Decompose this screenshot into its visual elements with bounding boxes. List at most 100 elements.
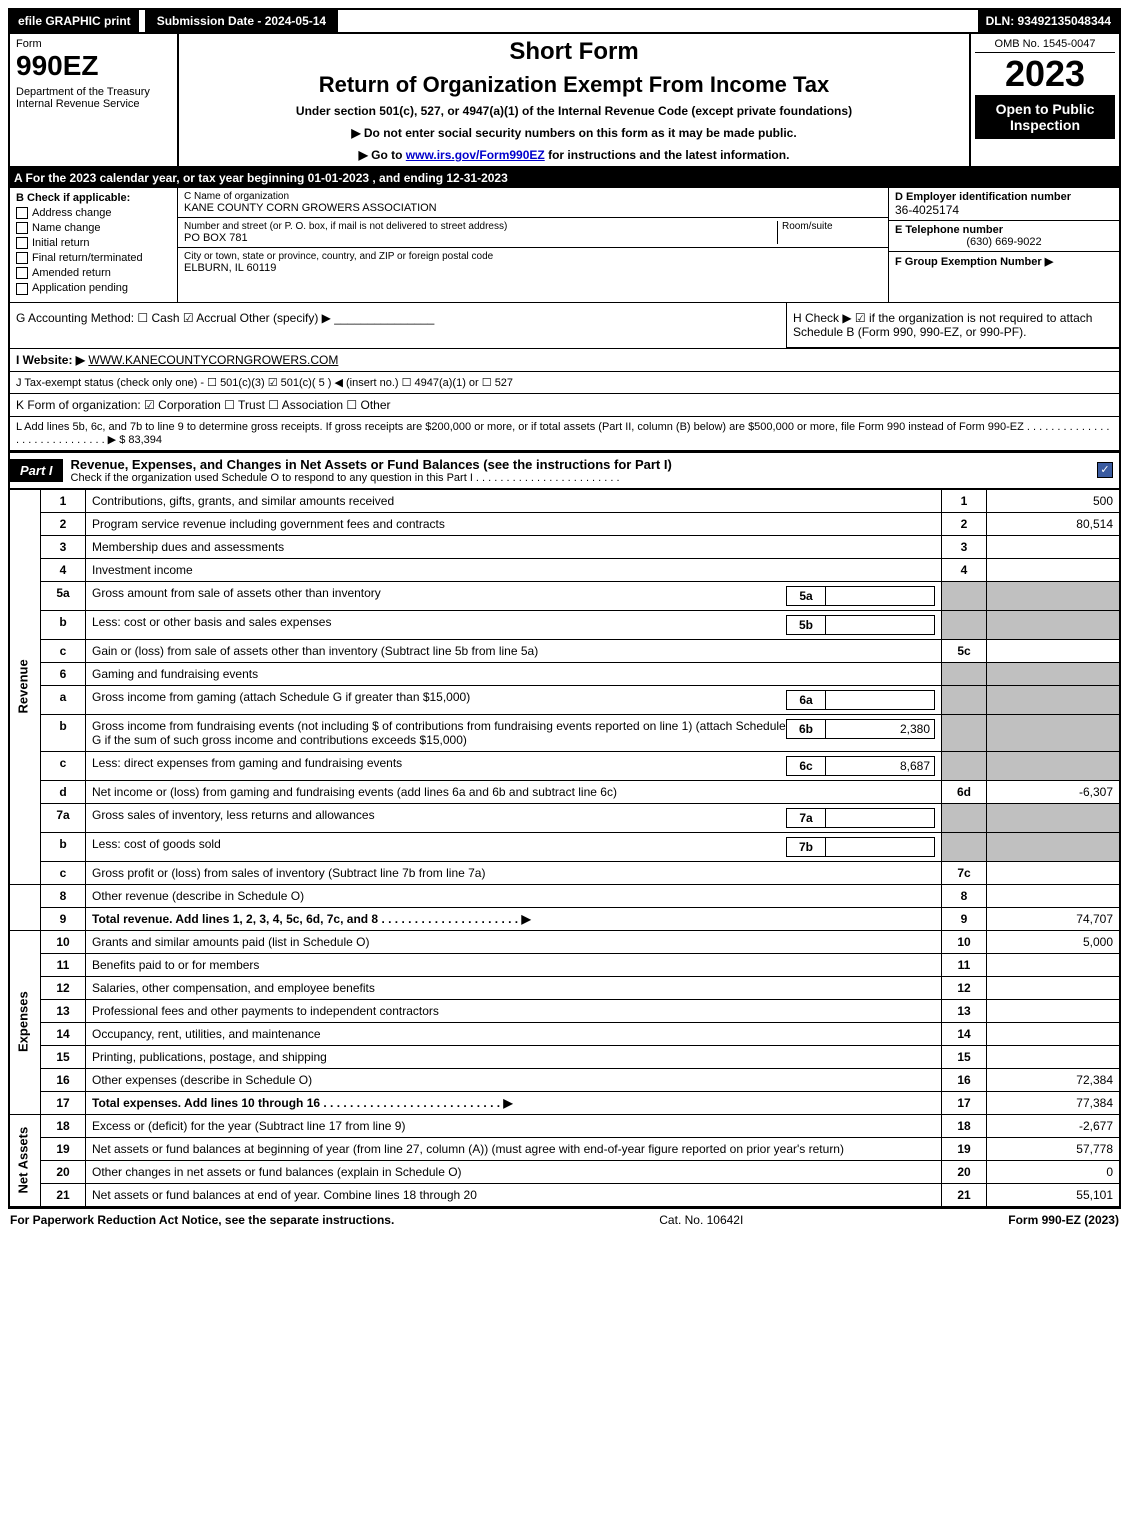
- line-10: Expenses 10Grants and similar amounts pa…: [9, 930, 1120, 953]
- form-label: Form: [16, 38, 171, 50]
- street-row: Number and street (or P. O. box, if mail…: [178, 218, 888, 248]
- row-h: H Check ▶ ☑ if the organization is not r…: [786, 303, 1119, 348]
- omb-number: OMB No. 1545-0047: [975, 38, 1115, 53]
- chk-final[interactable]: Final return/terminated: [16, 252, 171, 264]
- efile-button[interactable]: efile GRAPHIC print: [10, 10, 139, 32]
- tax-year: 2023: [975, 53, 1115, 95]
- website-value: WWW.KANECOUNTYCORNGROWERS.COM: [88, 353, 338, 367]
- chk-initial[interactable]: Initial return: [16, 237, 171, 249]
- phone-label: E Telephone number: [895, 224, 1113, 236]
- row-j: J Tax-exempt status (check only one) - ☐…: [8, 371, 1121, 393]
- part1-tab: Part I: [10, 459, 63, 482]
- line-11: 11Benefits paid to or for members11: [9, 953, 1120, 976]
- section-b: B Check if applicable: Address change Na…: [10, 188, 178, 302]
- line-a: A For the 2023 calendar year, or tax yea…: [8, 168, 1121, 188]
- line-5c: cGain or (loss) from sale of assets othe…: [9, 639, 1120, 662]
- form-number: 990EZ: [16, 50, 171, 82]
- form-header: Form 990EZ Department of the Treasury In…: [8, 34, 1121, 168]
- line-4: 4Investment income 4: [9, 558, 1120, 581]
- submission-date: Submission Date - 2024-05-14: [145, 10, 338, 32]
- room-label: Room/suite: [782, 221, 882, 232]
- dln-label: DLN: 93492135048344: [978, 10, 1119, 32]
- expenses-label: Expenses: [9, 930, 41, 1114]
- netassets-label: Net Assets: [9, 1114, 41, 1207]
- line-12: 12Salaries, other compensation, and empl…: [9, 976, 1120, 999]
- section-b-label: B Check if applicable:: [16, 192, 171, 204]
- line-6c: c 6c8,687Less: direct expenses from gami…: [9, 751, 1120, 780]
- line-14: 14Occupancy, rent, utilities, and mainte…: [9, 1022, 1120, 1045]
- line-16: 16Other expenses (describe in Schedule O…: [9, 1068, 1120, 1091]
- part1-table: Revenue 1 Contributions, gifts, grants, …: [8, 488, 1121, 1208]
- footer-left: For Paperwork Reduction Act Notice, see …: [10, 1213, 394, 1227]
- part1-title: Revenue, Expenses, and Changes in Net As…: [63, 453, 1097, 488]
- city-row: City or town, state or province, country…: [178, 248, 888, 277]
- instr2-pre: ▶ Go to: [359, 148, 406, 162]
- short-form-title: Short Form: [187, 38, 961, 66]
- page-footer: For Paperwork Reduction Act Notice, see …: [8, 1208, 1121, 1231]
- line-7b: b 7bLess: cost of goods sold: [9, 832, 1120, 861]
- header-right: OMB No. 1545-0047 2023 Open to Public In…: [969, 34, 1119, 166]
- part1-subtitle: Check if the organization used Schedule …: [71, 472, 1089, 484]
- org-name: KANE COUNTY CORN GROWERS ASSOCIATION: [184, 202, 882, 214]
- chk-amended[interactable]: Amended return: [16, 267, 171, 279]
- open-to-public: Open to Public Inspection: [975, 95, 1115, 139]
- line-7c: cGross profit or (loss) from sales of in…: [9, 861, 1120, 884]
- line-3: 3Membership dues and assessments 3: [9, 535, 1120, 558]
- line-6: 6Gaming and fundraising events: [9, 662, 1120, 685]
- subtitle: Under section 501(c), 527, or 4947(a)(1)…: [187, 104, 961, 118]
- line-6b: b 6b2,380Gross income from fundraising e…: [9, 714, 1120, 751]
- section-c: C Name of organization KANE COUNTY CORN …: [178, 188, 888, 302]
- phone-value: (630) 669-9022: [895, 236, 1113, 248]
- section-e: E Telephone number (630) 669-9022: [889, 221, 1119, 252]
- line-1: Revenue 1 Contributions, gifts, grants, …: [9, 489, 1120, 513]
- city-value: ELBURN, IL 60119: [184, 262, 882, 274]
- chk-pending[interactable]: Application pending: [16, 282, 171, 294]
- instr2-post: for instructions and the latest informat…: [545, 148, 790, 162]
- org-name-label: C Name of organization: [184, 191, 882, 202]
- department-label: Department of the Treasury Internal Reve…: [16, 86, 171, 110]
- city-label: City or town, state or province, country…: [184, 251, 882, 262]
- line-20: 20Other changes in net assets or fund ba…: [9, 1160, 1120, 1183]
- return-title: Return of Organization Exempt From Incom…: [187, 72, 961, 98]
- top-bar: efile GRAPHIC print Submission Date - 20…: [8, 8, 1121, 34]
- instruction-1: ▶ Do not enter social security numbers o…: [187, 126, 961, 140]
- row-i: I Website: ▶ WWW.KANECOUNTYCORNGROWERS.C…: [8, 348, 1121, 371]
- schedule-o-checkbox[interactable]: ✓: [1097, 462, 1113, 478]
- footer-center: Cat. No. 10642I: [659, 1213, 743, 1227]
- revenue-label: Revenue: [9, 489, 41, 885]
- section-def: D Employer identification number 36-4025…: [888, 188, 1119, 302]
- irs-link[interactable]: www.irs.gov/Form990EZ: [406, 148, 545, 162]
- ein-label: D Employer identification number: [895, 191, 1113, 203]
- org-name-row: C Name of organization KANE COUNTY CORN …: [178, 188, 888, 218]
- website-label: I Website: ▶: [16, 353, 85, 367]
- chk-name[interactable]: Name change: [16, 222, 171, 234]
- row-g: G Accounting Method: ☐ Cash ☑ Accrual Ot…: [10, 303, 786, 348]
- line-6a: a 6aGross income from gaming (attach Sch…: [9, 685, 1120, 714]
- instruction-2: ▶ Go to www.irs.gov/Form990EZ for instru…: [187, 148, 961, 162]
- street-value: PO BOX 781: [184, 232, 777, 244]
- row-k: K Form of organization: ☑ Corporation ☐ …: [8, 393, 1121, 417]
- line-5a: 5a 5aGross amount from sale of assets ot…: [9, 581, 1120, 610]
- header-center: Short Form Return of Organization Exempt…: [179, 34, 969, 166]
- line-15: 15Printing, publications, postage, and s…: [9, 1045, 1120, 1068]
- part1-header: Part I Revenue, Expenses, and Changes in…: [8, 451, 1121, 488]
- street-label: Number and street (or P. O. box, if mail…: [184, 221, 777, 232]
- row-l: L Add lines 5b, 6c, and 7b to line 9 to …: [8, 417, 1121, 451]
- line-13: 13Professional fees and other payments t…: [9, 999, 1120, 1022]
- line-18: Net Assets 18Excess or (deficit) for the…: [9, 1114, 1120, 1137]
- line-6d: dNet income or (loss) from gaming and fu…: [9, 780, 1120, 803]
- line-7a: 7a 7aGross sales of inventory, less retu…: [9, 803, 1120, 832]
- line-9: 9Total revenue. Add lines 1, 2, 3, 4, 5c…: [9, 907, 1120, 930]
- line-17: 17Total expenses. Add lines 10 through 1…: [9, 1091, 1120, 1114]
- line-2: 2Program service revenue including gover…: [9, 512, 1120, 535]
- line-8: 8Other revenue (describe in Schedule O) …: [9, 884, 1120, 907]
- section-gh: G Accounting Method: ☐ Cash ☑ Accrual Ot…: [8, 303, 1121, 348]
- ein-value: 36-4025174: [895, 203, 1113, 217]
- footer-right: Form 990-EZ (2023): [1008, 1213, 1119, 1227]
- section-d: D Employer identification number 36-4025…: [889, 188, 1119, 221]
- line-19: 19Net assets or fund balances at beginni…: [9, 1137, 1120, 1160]
- group-exemption-label: F Group Exemption Number ▶: [895, 255, 1113, 268]
- section-f: F Group Exemption Number ▶: [889, 252, 1119, 271]
- chk-address[interactable]: Address change: [16, 207, 171, 219]
- section-bcdef: B Check if applicable: Address change Na…: [8, 188, 1121, 303]
